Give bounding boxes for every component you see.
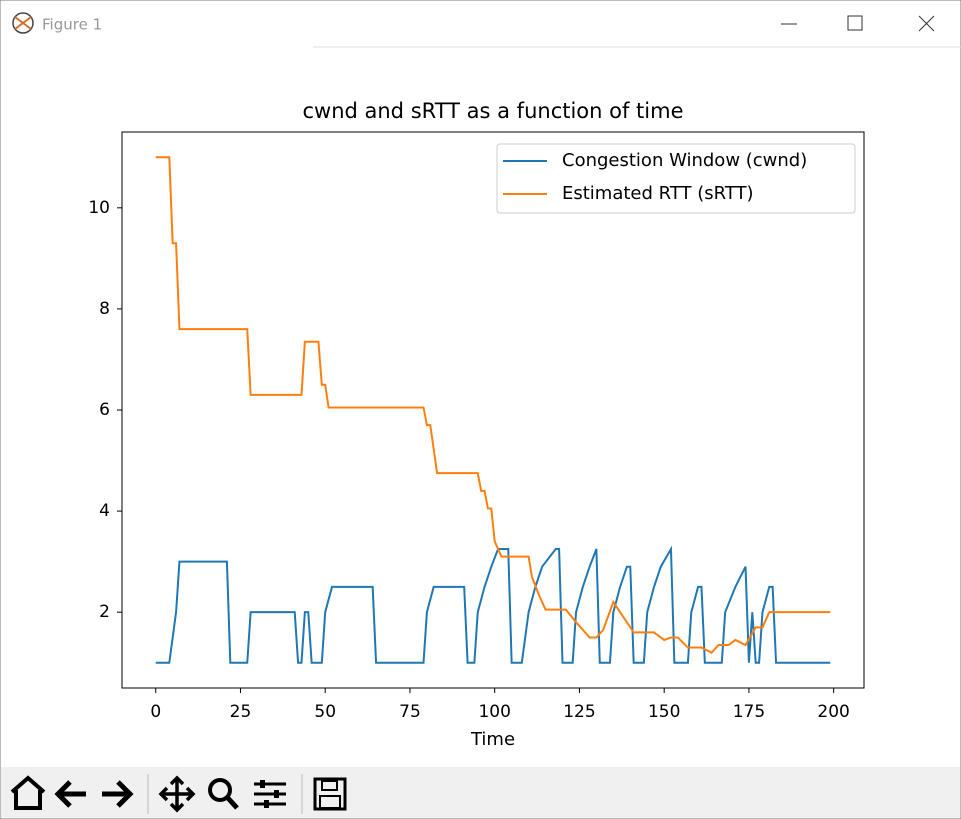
axes-frame — [121, 131, 865, 689]
window-title: Figure 1 — [42, 16, 102, 34]
toolbar — [1, 767, 960, 818]
x-tick-label: 0 — [150, 702, 161, 722]
back-button[interactable] — [54, 780, 86, 808]
legend-box — [496, 143, 856, 214]
toolbar-background — [1, 767, 960, 818]
save-button[interactable] — [313, 777, 347, 811]
data-line — [155, 545, 831, 664]
configure-button[interactable] — [254, 780, 286, 808]
forward-button[interactable] — [102, 780, 134, 808]
x-tick-label: 25 — [230, 702, 252, 722]
y-tick-label: 4 — [99, 501, 110, 521]
y-tick-label: 8 — [99, 299, 110, 319]
app-icon-mark — [14, 16, 32, 30]
y-tick-label: 6 — [99, 400, 110, 420]
data-line — [155, 156, 831, 654]
x-tick-label: 175 — [733, 702, 765, 722]
zoom-button[interactable] — [208, 778, 239, 810]
x-tick-label: 200 — [817, 702, 849, 722]
x-tick-label: 50 — [314, 702, 336, 722]
close-button[interactable] — [918, 15, 935, 32]
x-tick-label: 150 — [648, 702, 680, 722]
chart-title: cwnd and sRTT as a function of time — [302, 99, 683, 123]
home-button[interactable] — [10, 775, 46, 810]
y-tick-label: 10 — [88, 198, 110, 218]
x-tick-label: 75 — [399, 702, 421, 722]
legend-label: Congestion Window (cwnd) — [562, 150, 807, 171]
x-axis-label: Time — [470, 729, 515, 750]
y-tick-label: 2 — [99, 602, 110, 622]
pan-button[interactable] — [158, 775, 196, 813]
maximize-button[interactable] — [847, 15, 863, 31]
title-bar: Figure 1 — [12, 12, 961, 48]
x-tick-label: 100 — [478, 702, 510, 722]
plot-area: cwnd and sRTT as a function of time Time 0… — [88, 99, 865, 750]
x-tick-label: 125 — [563, 702, 595, 722]
legend-label: Estimated RTT (sRTT) — [562, 183, 754, 204]
